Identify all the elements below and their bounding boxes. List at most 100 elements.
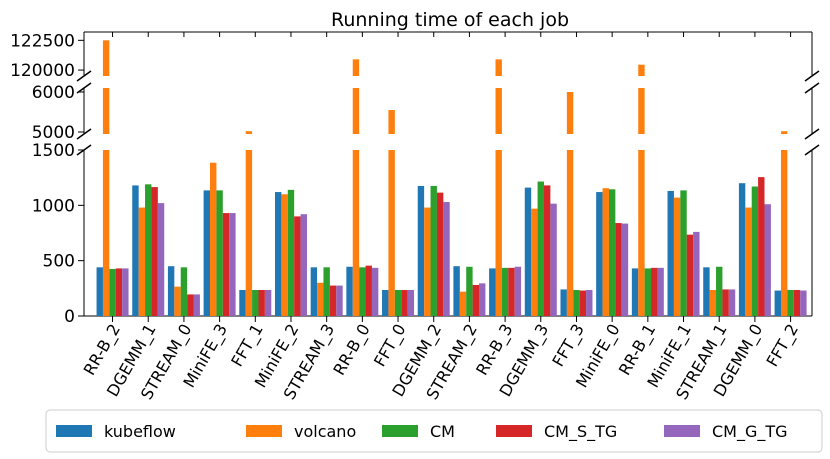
bar-volcano-FFT_3 — [566, 150, 574, 316]
bar-CM-STREAM_1 — [716, 266, 723, 316]
bar-volcano-FFT_1 — [245, 150, 253, 316]
bar-CM_S_TG-FFT_0 — [401, 289, 408, 316]
bar-volcano-DGEMM_2 — [424, 207, 431, 316]
ticks: 120000 122500 5000 6000 0 500 1000 1500 — [10, 31, 792, 327]
bar-kubeflow-DGEMM_1 — [132, 185, 139, 316]
bar-kubeflow-MiniFE_2 — [274, 192, 282, 316]
bars — [96, 40, 807, 316]
bar-CM_S_TG-STREAM_0 — [187, 294, 194, 316]
category-labels: RR-B_2DGEMM_1STREAM_0MiniFE_3FFT_1MiniFE… — [80, 320, 803, 403]
bar-CM_G_TG-MiniFE_0 — [621, 223, 629, 316]
bar-kubeflow-RR-B_2 — [96, 267, 103, 316]
bar-volcano-FFT_3 — [566, 92, 574, 134]
bar-CM_S_TG-RR-B_0 — [365, 265, 372, 316]
bar-volcano-RR-B_1 — [638, 150, 645, 316]
bar-CM_G_TG-DGEMM_1 — [157, 203, 165, 316]
legend-swatch-CM_G_TG — [664, 425, 700, 437]
bar-CM-RR-B_3 — [501, 267, 509, 316]
bar-CM_S_TG-FFT_1 — [258, 289, 265, 316]
bar-volcano-FFT_2 — [780, 150, 788, 316]
bar-kubeflow-MiniFE_3 — [203, 190, 211, 316]
bar-volcano-DGEMM_3 — [531, 208, 538, 316]
bar-CM_G_TG-STREAM_0 — [193, 294, 200, 316]
bar-CM_G_TG-FFT_3 — [586, 289, 593, 316]
bar-CM-MiniFE_0 — [608, 189, 616, 316]
bar-CM-FFT_1 — [252, 289, 259, 316]
bar-CM_G_TG-RR-B_1 — [657, 267, 664, 316]
bar-CM_G_TG-DGEMM_2 — [443, 202, 450, 316]
bar-CM-MiniFE_3 — [216, 190, 223, 316]
bar-CM-FFT_3 — [573, 289, 580, 316]
bar-volcano-RR-B_1 — [638, 64, 645, 76]
bar-kubeflow-DGEMM_0 — [738, 183, 746, 316]
bar-CM_S_TG-STREAM_2 — [472, 285, 480, 316]
bar-CM_G_TG-STREAM_2 — [479, 283, 486, 316]
bar-CM-MiniFE_2 — [287, 189, 295, 316]
y-tick-label: 122500 — [10, 31, 75, 51]
bar-CM_G_TG-RR-B_3 — [514, 266, 522, 316]
bar-volcano-RR-B_2 — [102, 88, 110, 134]
bar-CM_S_TG-FFT_3 — [579, 290, 587, 316]
bar-CM_S_TG-STREAM_1 — [722, 289, 729, 316]
bar-CM_G_TG-DGEMM_0 — [764, 204, 771, 316]
bar-kubeflow-STREAM_3 — [310, 267, 318, 316]
bar-CM_S_TG-MiniFE_1 — [686, 234, 694, 316]
y-tick-label: 0 — [64, 307, 75, 327]
bar-CM_S_TG-STREAM_3 — [329, 285, 337, 316]
bar-CM-RR-B_2 — [109, 268, 116, 316]
bar-volcano-RR-B_3 — [495, 59, 502, 76]
bar-volcano-FFT_0 — [388, 110, 395, 134]
bar-CM_G_TG-RR-B_2 — [122, 268, 129, 316]
legend-swatch-CM — [382, 425, 418, 437]
bar-volcano-RR-B_0 — [352, 59, 360, 76]
y-tick-label: 6000 — [32, 83, 75, 103]
axis-break-mark — [804, 128, 820, 140]
bar-CM_S_TG-DGEMM_0 — [758, 177, 765, 316]
bar-CM_G_TG-FFT_2 — [800, 290, 807, 316]
bar-CM_S_TG-DGEMM_1 — [151, 187, 158, 316]
bar-volcano-FFT_0 — [388, 150, 395, 316]
bar-volcano-RR-B_0 — [352, 150, 360, 316]
bar-CM_S_TG-FFT_2 — [793, 289, 801, 316]
bar-CM_S_TG-MiniFE_3 — [222, 213, 230, 316]
bar-kubeflow-STREAM_1 — [703, 267, 710, 316]
bar-CM_S_TG-RR-B_3 — [508, 267, 515, 316]
axis-break-mark — [76, 82, 92, 94]
bar-CM-RR-B_0 — [359, 267, 366, 316]
bar-CM_G_TG-RR-B_0 — [371, 267, 379, 316]
axis-break-mark — [76, 128, 92, 140]
bar-kubeflow-DGEMM_2 — [417, 185, 425, 316]
legend-label-CM_S_TG: CM_S_TG — [544, 422, 617, 442]
bar-CM_S_TG-DGEMM_3 — [543, 185, 551, 316]
bar-CM-DGEMM_2 — [430, 185, 437, 316]
bar-kubeflow-FFT_2 — [774, 290, 781, 316]
bar-CM-STREAM_3 — [323, 267, 330, 316]
bar-CM_S_TG-RR-B_2 — [115, 268, 123, 316]
y-tick-label: 500 — [43, 252, 75, 272]
bar-CM-DGEMM_0 — [751, 186, 759, 316]
bar-kubeflow-FFT_0 — [382, 289, 389, 316]
legend-swatch-volcano — [246, 425, 282, 437]
bar-volcano-STREAM_0 — [174, 286, 181, 316]
bar-volcano-RR-B_3 — [495, 150, 502, 316]
bar-volcano-MiniFE_2 — [281, 194, 288, 316]
bar-CM-FFT_2 — [787, 289, 794, 316]
bar-CM_G_TG-STREAM_1 — [728, 289, 736, 316]
legend-label-volcano: volcano — [294, 422, 356, 441]
bar-volcano-MiniFE_0 — [602, 188, 609, 316]
bar-CM_G_TG-MiniFE_3 — [229, 213, 236, 316]
bar-CM-MiniFE_1 — [680, 190, 687, 316]
bar-kubeflow-RR-B_1 — [631, 268, 639, 316]
bar-kubeflow-FFT_3 — [560, 289, 567, 316]
bar-kubeflow-STREAM_2 — [453, 266, 460, 316]
y-tick-label: 1500 — [32, 141, 75, 161]
bar-CM_G_TG-FFT_1 — [264, 289, 272, 316]
bar-volcano-RR-B_1 — [638, 88, 645, 134]
axis-break-mark — [804, 82, 820, 94]
bar-CM_G_TG-MiniFE_1 — [693, 231, 700, 316]
bar-volcano-DGEMM_0 — [745, 207, 752, 316]
axis-break-mark — [804, 70, 820, 82]
bar-volcano-RR-B_2 — [102, 150, 110, 316]
y-tick-label: 120000 — [10, 61, 75, 81]
